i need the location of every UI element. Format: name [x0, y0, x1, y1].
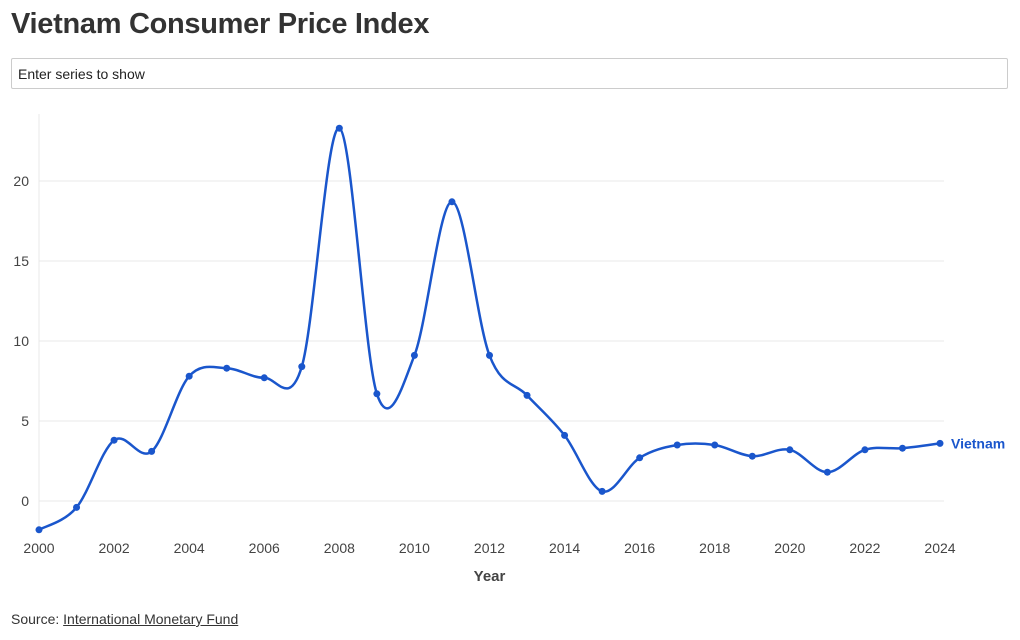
- source-link[interactable]: International Monetary Fund: [63, 611, 239, 627]
- data-point: [148, 447, 156, 455]
- data-point: [523, 391, 531, 399]
- x-tick-label: 2012: [474, 540, 505, 556]
- x-axis-title: Year: [474, 568, 506, 585]
- data-point: [410, 351, 418, 359]
- data-point: [298, 363, 306, 371]
- data-point: [110, 436, 118, 444]
- x-tick-label: 2008: [324, 540, 355, 556]
- data-point: [861, 446, 869, 454]
- data-point: [711, 441, 719, 449]
- data-point: [373, 390, 381, 398]
- y-tick-label: 0: [21, 493, 29, 509]
- y-tick-label: 15: [13, 253, 29, 269]
- x-tick-label: 2016: [624, 540, 655, 556]
- data-point: [748, 452, 756, 460]
- data-point: [260, 374, 268, 382]
- y-axis-ticks: 0 5 10 15 20: [13, 173, 29, 509]
- data-point: [335, 124, 343, 132]
- data-point: [486, 351, 493, 359]
- x-tick-label: 2014: [549, 540, 580, 556]
- data-point: [936, 439, 944, 447]
- y-tick-label: 20: [13, 173, 29, 189]
- data-point: [35, 526, 43, 534]
- data-point: [561, 431, 569, 439]
- line-chart: 0 5 10 15 20 2000 2002 2004 2006 2008 2010 2012 201…: [13, 114, 1005, 585]
- x-tick-label: 2000: [23, 540, 54, 556]
- data-point: [636, 454, 644, 462]
- x-tick-label: 2018: [699, 540, 730, 556]
- data-point: [448, 198, 456, 206]
- data-point: [185, 372, 193, 380]
- x-tick-label: 2002: [99, 540, 130, 556]
- data-point: [823, 468, 831, 476]
- y-tick-label: 5: [21, 413, 29, 429]
- grid-lines: [38, 114, 944, 532]
- series-points: [35, 124, 944, 534]
- series-search-input[interactable]: [11, 58, 1008, 89]
- x-tick-label: 2006: [249, 540, 280, 556]
- data-point: [73, 503, 81, 511]
- x-tick-label: 2022: [849, 540, 880, 556]
- source-prefix: Source:: [11, 611, 64, 627]
- data-point: [598, 487, 606, 495]
- data-point: [898, 444, 906, 452]
- x-tick-label: 2010: [399, 540, 430, 556]
- x-tick-label: 2020: [774, 540, 805, 556]
- x-axis-ticks: 2000 2002 2004 2006 2008 2010 2012 2014 2016 2018…: [23, 540, 955, 556]
- page-title: Vietnam Consumer Price Index: [11, 8, 430, 40]
- data-point: [223, 364, 231, 372]
- data-point: [786, 446, 794, 454]
- x-tick-label: 2004: [174, 540, 205, 556]
- data-point: [673, 441, 681, 449]
- series-label-vietnam: Vietnam: [951, 435, 1005, 451]
- source-note: Source: International Monetary Fund: [11, 611, 238, 627]
- y-tick-label: 10: [13, 333, 29, 349]
- x-tick-label: 2024: [924, 540, 955, 556]
- series-line-vietnam: [38, 126, 941, 531]
